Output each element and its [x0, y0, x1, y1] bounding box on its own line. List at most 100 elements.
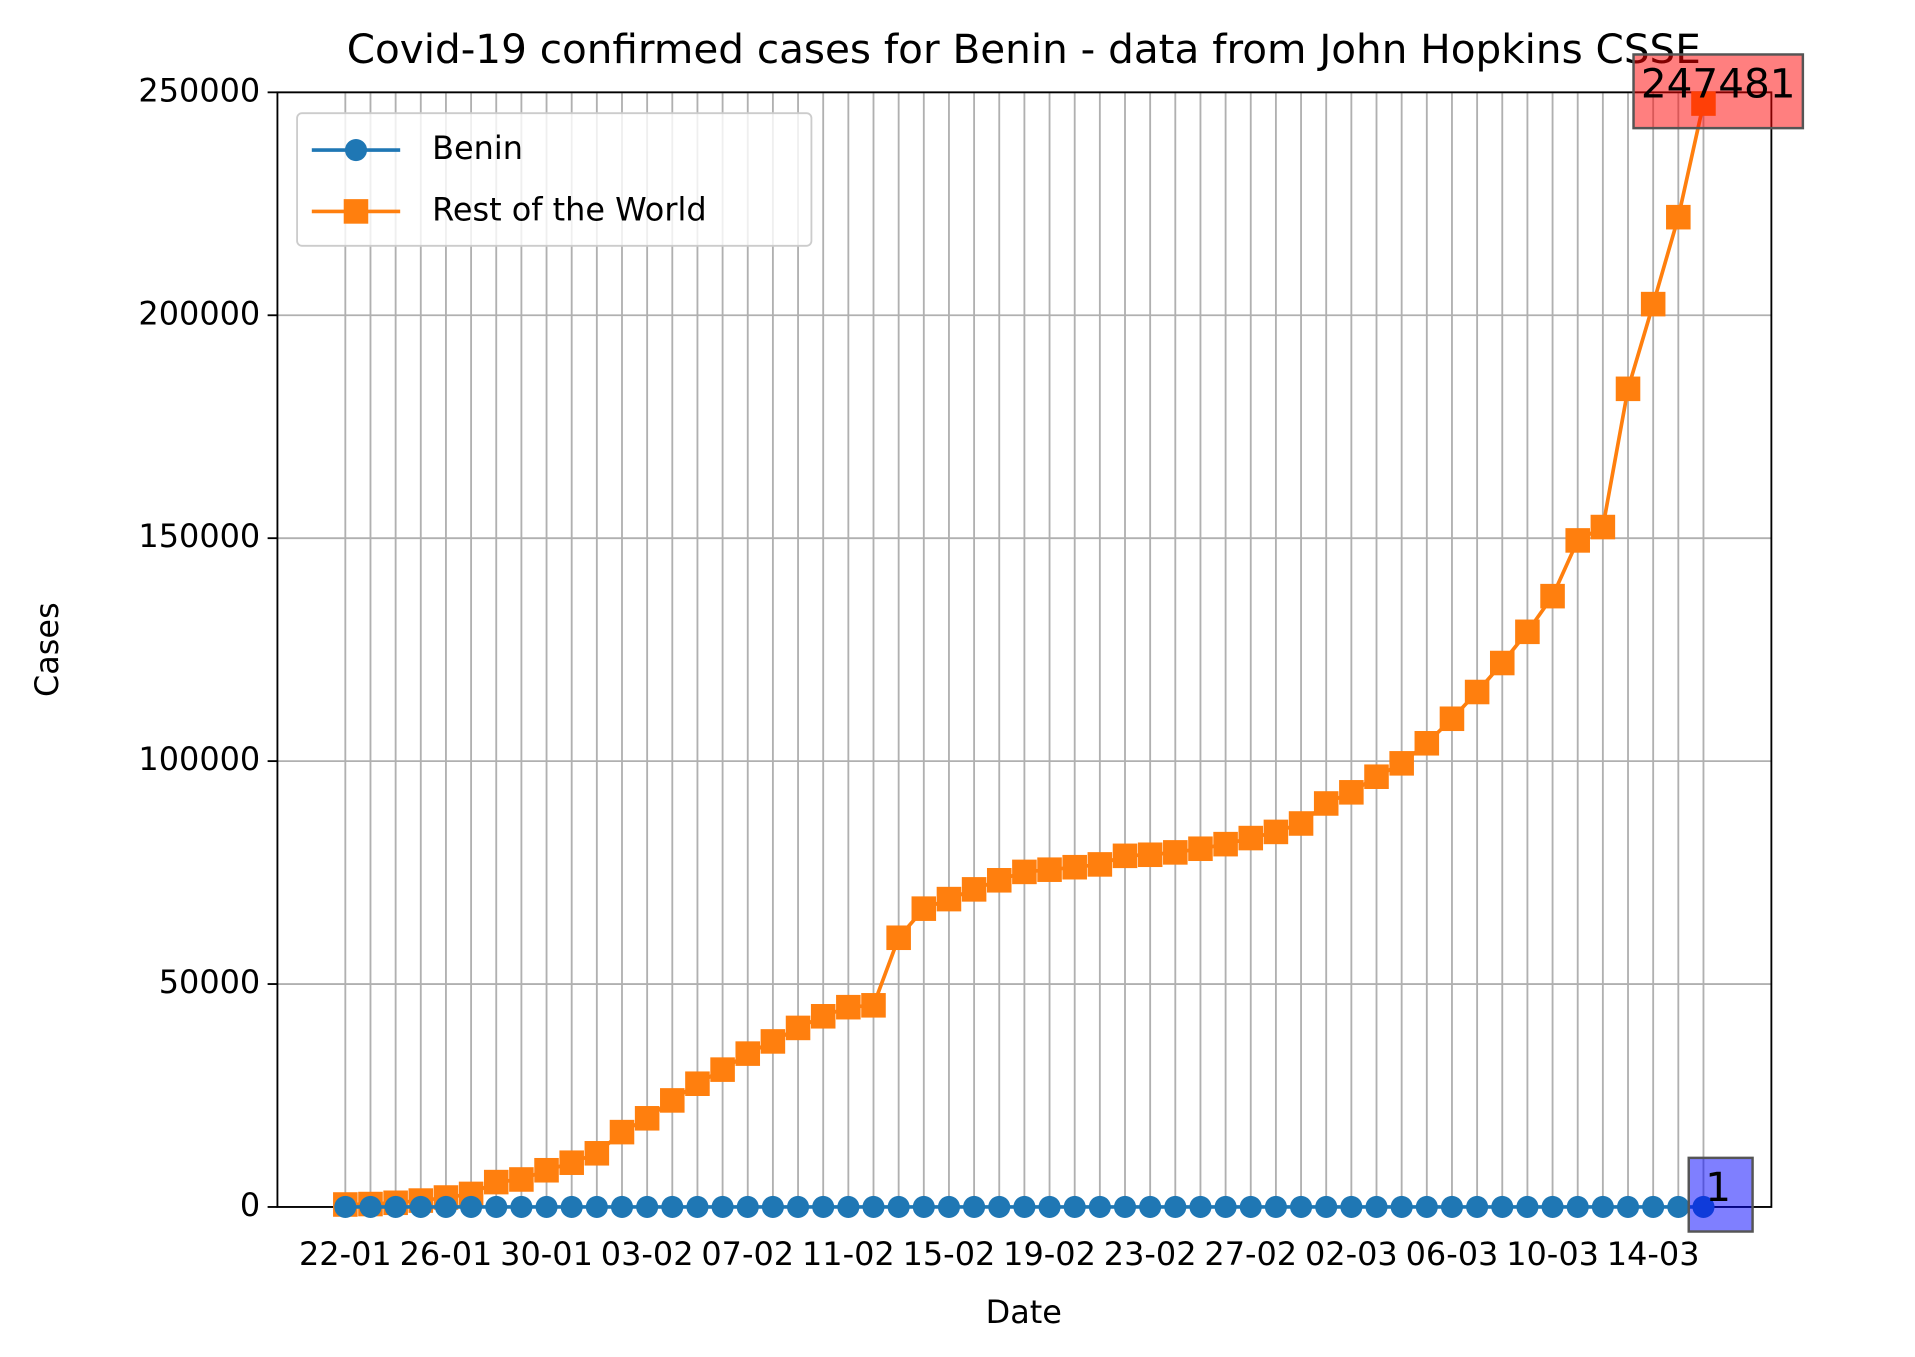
marker [1062, 854, 1087, 880]
marker [1264, 1195, 1287, 1219]
marker [1591, 1195, 1614, 1219]
marker [409, 1195, 432, 1219]
marker [937, 1195, 960, 1219]
y-tick-label: 50000 [159, 963, 261, 1001]
marker [1389, 751, 1414, 776]
x-axis-label: Date [986, 1293, 1062, 1331]
x-tick-label: 11-02 [802, 1235, 895, 1273]
x-tick-label: 02-03 [1305, 1235, 1398, 1273]
marker [609, 1119, 635, 1145]
marker [510, 1195, 533, 1219]
marker [735, 1041, 761, 1066]
x-tick-label: 15-02 [903, 1235, 996, 1273]
legend: Benin Rest of the World [296, 112, 813, 247]
marker [585, 1195, 608, 1219]
marker [812, 1195, 835, 1219]
x-tick-label: 03-02 [601, 1235, 694, 1273]
marker [711, 1195, 734, 1219]
y-tick-label: 250000 [138, 71, 260, 109]
marker [810, 1004, 836, 1029]
marker [1214, 1195, 1237, 1219]
x-tick-label: 14-03 [1607, 1235, 1700, 1273]
marker [1439, 706, 1465, 732]
marker [534, 1157, 559, 1183]
legend-label: Benin [432, 129, 523, 167]
legend-box [296, 112, 813, 247]
y-tick-label: 0 [240, 1186, 260, 1224]
marker [1566, 1195, 1589, 1219]
marker [509, 1167, 534, 1192]
marker [785, 1015, 811, 1041]
marker [1414, 731, 1440, 756]
x-tick-label: 22-01 [299, 1235, 392, 1273]
marker [460, 1195, 483, 1219]
legend-marker [344, 138, 368, 162]
legend-label: Rest of the World [432, 190, 706, 228]
x-tick-label: 27-02 [1204, 1235, 1297, 1273]
marker [1315, 1195, 1338, 1219]
marker [961, 877, 987, 902]
marker [1213, 831, 1238, 857]
marker [636, 1195, 659, 1219]
marker [1640, 291, 1666, 317]
marker [434, 1195, 457, 1219]
marker [1667, 1195, 1690, 1219]
marker [1540, 583, 1565, 609]
marker [1390, 1195, 1413, 1219]
marker [1164, 1195, 1187, 1219]
annotation-box [1687, 1156, 1754, 1233]
marker [560, 1195, 583, 1219]
annotation: 1 [1687, 1156, 1754, 1233]
marker [862, 1195, 885, 1219]
annotation-box [1632, 53, 1805, 130]
marker [660, 1088, 685, 1113]
marker [1163, 840, 1188, 865]
x-tick-label: 07-02 [701, 1235, 794, 1273]
marker [912, 1195, 935, 1219]
y-tick-label: 150000 [138, 517, 260, 555]
marker [936, 886, 962, 912]
marker [1139, 1195, 1162, 1219]
marker [1642, 1195, 1665, 1219]
marker [1489, 650, 1515, 676]
marker [736, 1195, 759, 1219]
marker [1590, 514, 1616, 540]
x-tick-label: 06-03 [1406, 1235, 1499, 1273]
marker [1290, 1195, 1313, 1219]
marker [1339, 780, 1364, 805]
marker [1088, 1195, 1111, 1219]
marker [1012, 859, 1037, 885]
x-tick-label: 26-01 [400, 1235, 493, 1273]
marker [963, 1195, 986, 1219]
marker [685, 1071, 710, 1096]
marker [1112, 843, 1138, 869]
marker [1013, 1195, 1036, 1219]
x-tick-label: 10-03 [1506, 1235, 1599, 1273]
marker [837, 1195, 860, 1219]
chart-title: Covid-19 confirmed cases for Benin - dat… [347, 25, 1701, 73]
y-tick-label: 100000 [138, 740, 260, 778]
marker [986, 868, 1012, 893]
marker [1263, 819, 1289, 845]
marker [836, 994, 861, 1020]
y-axis-label: Cases [28, 602, 66, 697]
marker [584, 1141, 610, 1166]
marker [1288, 811, 1314, 836]
marker [1466, 1195, 1489, 1219]
marker [559, 1150, 584, 1175]
marker [1113, 1195, 1137, 1219]
marker [1137, 842, 1163, 868]
marker [861, 993, 886, 1018]
marker [1515, 619, 1540, 645]
marker [1491, 1195, 1514, 1219]
marker [686, 1195, 709, 1219]
x-tick-label: 30-01 [500, 1235, 593, 1273]
marker [1541, 1195, 1564, 1219]
marker [1038, 1195, 1061, 1219]
marker [1440, 1195, 1464, 1219]
x-tick-label: 19-02 [1003, 1235, 1096, 1273]
marker [1464, 679, 1490, 705]
marker [1063, 1195, 1086, 1219]
marker [1037, 857, 1062, 882]
marker [710, 1057, 735, 1082]
